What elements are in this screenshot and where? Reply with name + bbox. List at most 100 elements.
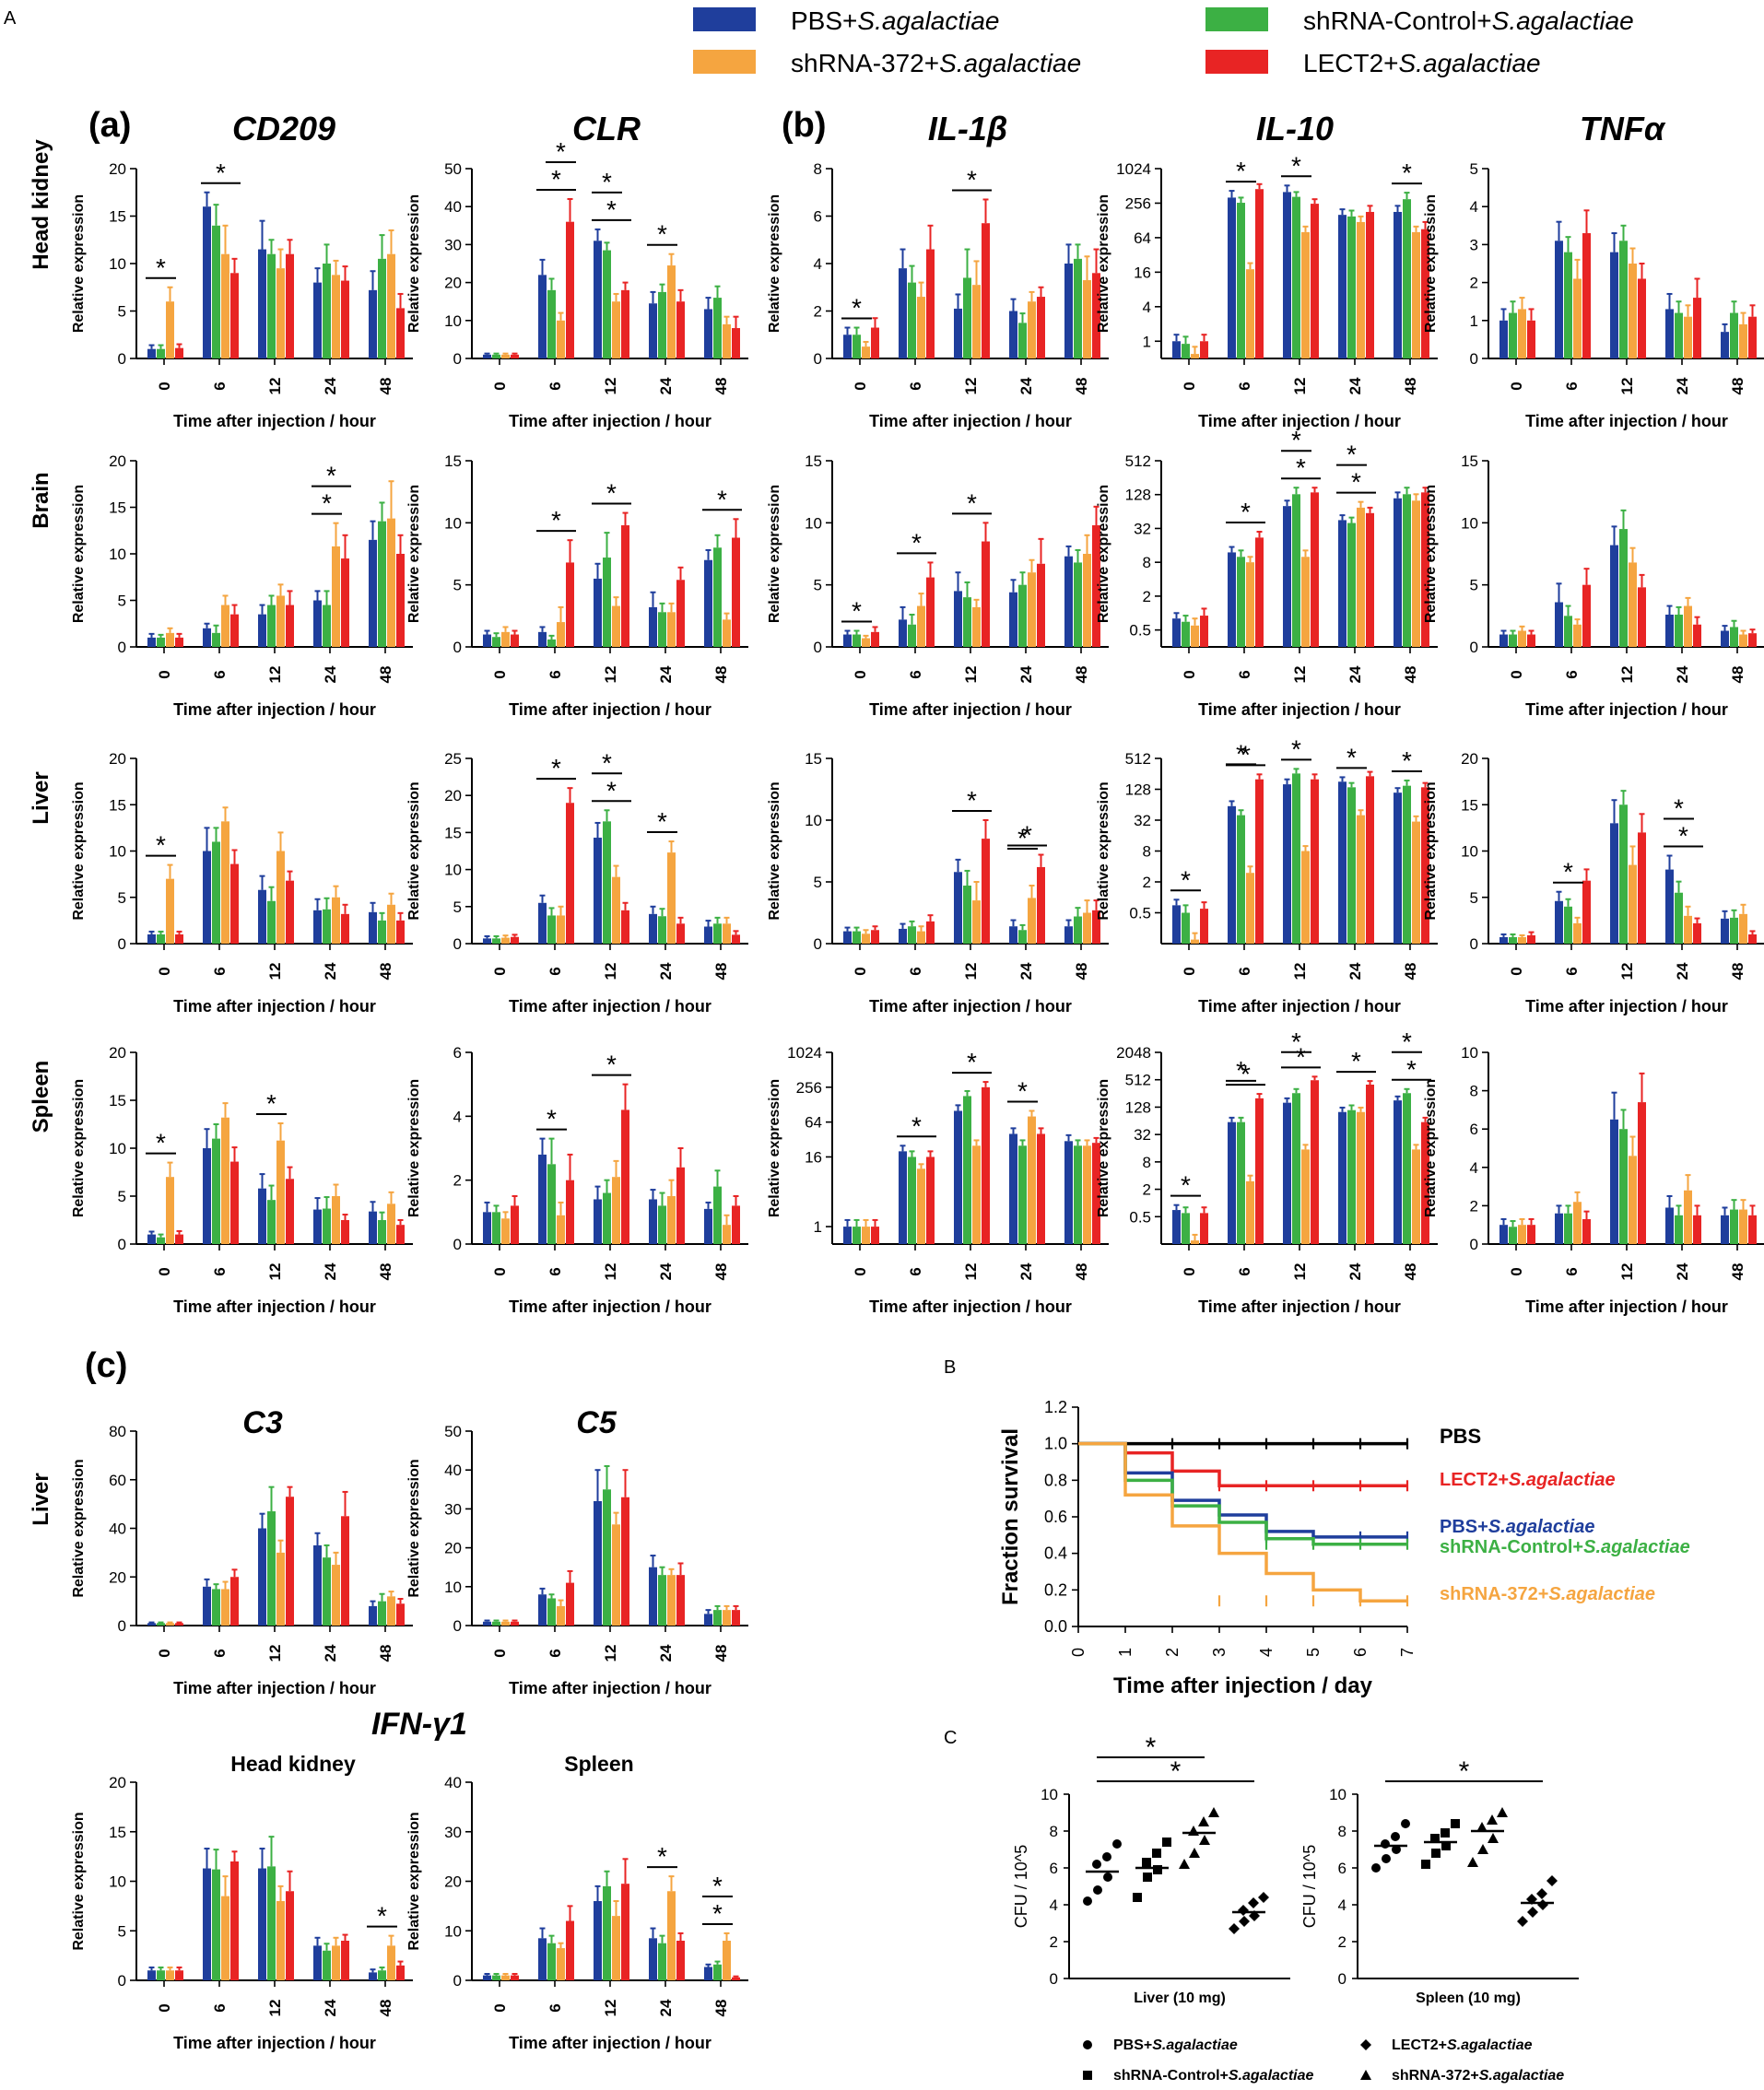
bar — [1555, 241, 1563, 358]
bar — [1629, 1156, 1637, 1244]
y-tick-label: 15 — [109, 499, 126, 517]
survival-label-prefix: shRNA-372+ — [1440, 1584, 1548, 1604]
bar — [1338, 215, 1347, 358]
significance-star: * — [377, 1902, 387, 1931]
bar — [1555, 900, 1563, 944]
y-axis-title: CFU / 10^5 — [1300, 1845, 1319, 1928]
y-tick-label: 0 — [1470, 639, 1478, 656]
bar — [1237, 557, 1245, 647]
bar — [1629, 864, 1637, 944]
x-axis-title: Time after injection / hour — [1525, 1297, 1728, 1316]
bar — [649, 1567, 657, 1626]
y-tick-label: 6 — [1338, 1860, 1347, 1877]
x-axis-title: Time after injection / hour — [173, 2034, 376, 2052]
bar — [483, 938, 491, 944]
legend-label: LECT2+S.agalactiae — [1303, 49, 1541, 77]
bar — [221, 821, 229, 944]
bar — [594, 1901, 602, 1980]
x-tick-label: 12 — [266, 378, 284, 395]
x-axis-title: Time after injection / hour — [869, 700, 1072, 719]
bar — [954, 1110, 962, 1244]
data-point — [1476, 1822, 1488, 1832]
data-point — [1092, 1860, 1101, 1869]
bar — [713, 1186, 722, 1244]
data-point — [1487, 1814, 1498, 1825]
bar — [286, 253, 294, 358]
data-point — [1477, 1844, 1488, 1854]
y-tick-label: 5 — [118, 303, 126, 321]
data-point — [1441, 1828, 1450, 1838]
bar — [1610, 823, 1618, 944]
bar — [1739, 913, 1747, 944]
x-tick-label: 24 — [1017, 1262, 1035, 1280]
bar — [1527, 1225, 1535, 1244]
bar — [492, 938, 500, 944]
x-axis-title: Time after injection / hour — [173, 1679, 376, 1697]
significance-star: * — [1347, 743, 1357, 771]
bar — [667, 1891, 676, 1980]
bar — [511, 1975, 519, 1980]
bar — [387, 904, 395, 944]
bar — [658, 1205, 666, 1244]
x-tick-label: 12 — [1618, 1263, 1636, 1281]
x-tick-label: 48 — [377, 2000, 394, 2017]
bar — [1200, 909, 1208, 944]
x-tick-label: 6 — [907, 1267, 924, 1275]
y-tick-label: 5 — [453, 898, 462, 916]
bar — [1083, 1145, 1091, 1244]
survival-line — [1078, 1441, 1407, 1603]
y-tick-label: 0 — [118, 1972, 126, 1990]
x-tick-label: 12 — [602, 963, 619, 980]
bar — [1237, 1121, 1245, 1244]
significance-star: * — [657, 1842, 667, 1871]
data-point — [1238, 1905, 1249, 1916]
bar — [594, 241, 602, 358]
bar — [566, 1920, 574, 1980]
bar — [1018, 323, 1027, 358]
bar — [1018, 584, 1027, 647]
bar — [1573, 1202, 1582, 1244]
y-tick-label: 2 — [1470, 1197, 1478, 1215]
significance-star: * — [967, 165, 977, 194]
bar — [1200, 616, 1208, 647]
y-tick-label: 10 — [109, 1140, 126, 1157]
bar — [843, 1227, 852, 1244]
y-axis-title: Relative expression — [406, 1812, 422, 1950]
bar — [538, 1594, 547, 1626]
significance-star: * — [657, 807, 667, 836]
x-tick-label: 12 — [1291, 378, 1309, 395]
bar — [323, 264, 331, 358]
x-tick-label: 12 — [962, 1263, 980, 1281]
y-tick-label: 2 — [814, 303, 822, 321]
y-tick-label: 128 — [1125, 487, 1151, 504]
data-point — [1142, 1858, 1151, 1867]
bar — [221, 1589, 229, 1626]
bar-chart-li_c3: 0 20 40 60 80 Relative expression 0 6 12 24 48Time… — [71, 1423, 413, 1697]
bar — [267, 900, 276, 944]
legend-label-prefix: shRNA-Control+ — [1113, 2068, 1229, 2084]
bar — [1527, 320, 1535, 358]
y-tick-label: 0.4 — [1044, 1544, 1067, 1563]
x-tick-label: 4 — [1257, 1648, 1276, 1657]
bar — [1693, 1215, 1701, 1244]
bar — [1412, 821, 1420, 944]
bar — [387, 253, 395, 358]
x-tick-label: 24 — [657, 665, 675, 683]
y-tick-label: 20 — [109, 1568, 126, 1586]
bar — [538, 275, 547, 358]
bar — [396, 308, 405, 358]
bar — [1191, 354, 1199, 358]
bar — [175, 1234, 183, 1244]
y-tick-label: 10 — [444, 312, 462, 330]
bar — [258, 249, 266, 358]
significance-star: * — [1181, 865, 1191, 894]
bar — [175, 1623, 183, 1626]
y-tick-label: 2 — [1050, 1933, 1058, 1951]
x-axis-title: Time after injection / hour — [509, 1679, 711, 1697]
x-tick-label: 24 — [1347, 377, 1364, 394]
bar — [917, 605, 925, 647]
x-axis-title: Time after injection / hour — [509, 412, 711, 430]
bar — [230, 1861, 239, 1980]
x-tick-label: 0 — [491, 2003, 509, 2012]
